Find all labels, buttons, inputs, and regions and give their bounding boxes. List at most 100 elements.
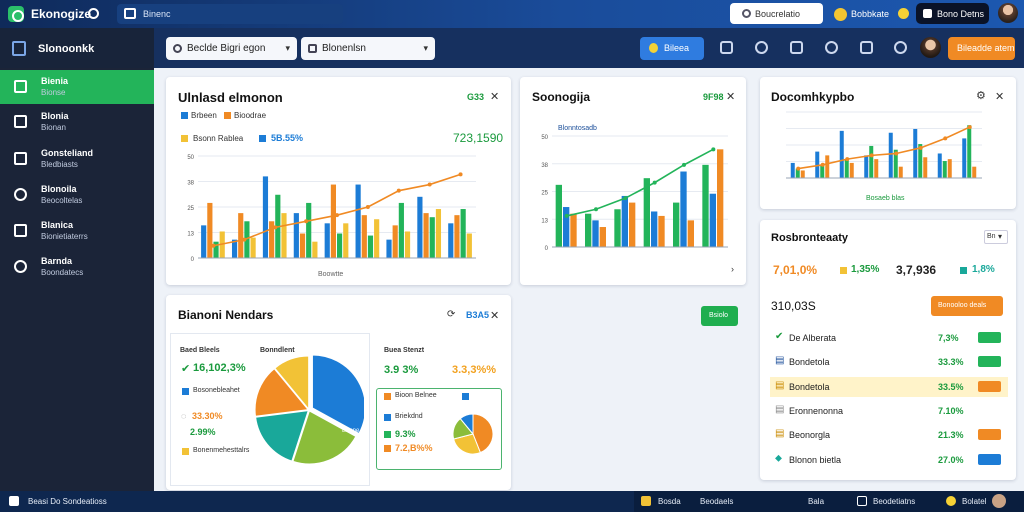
bulb-icon[interactable]	[946, 496, 956, 506]
save-icon[interactable]	[790, 41, 803, 54]
summary-row[interactable]: ⬥ Blonon bietla 27.0%	[770, 450, 1008, 470]
user-avatar[interactable]	[998, 3, 1018, 23]
chart-card-3-title: Docomhkypbo	[771, 90, 855, 104]
sidebar-item-2[interactable]: Blonia Bionan	[0, 105, 154, 139]
close-icon[interactable]: ✕	[995, 91, 1005, 103]
summary-row[interactable]: ▤ Bondetola 33.5%	[770, 376, 1008, 397]
bar	[312, 241, 318, 258]
pie-right-value-2: 3.3,3%%	[452, 364, 497, 376]
lock-icon[interactable]	[860, 41, 873, 54]
status-item-5[interactable]: Bolatel	[962, 497, 987, 506]
legend-swatch	[840, 267, 847, 274]
legend-swatch	[182, 448, 189, 455]
sidebar-item-4[interactable]: Blonoila Beocoltelas	[0, 178, 154, 212]
bar	[570, 213, 577, 247]
check-icon: ✔	[181, 363, 191, 375]
trend-point	[820, 162, 825, 167]
trend-point	[273, 225, 278, 230]
pie-slice	[254, 368, 310, 417]
users-icon[interactable]	[894, 41, 907, 54]
sidebar-item-3[interactable]: Gonsteliand Bledbiasts	[0, 142, 154, 176]
edit-icon[interactable]	[825, 41, 838, 54]
status-item-3[interactable]: Bala	[808, 497, 825, 506]
sidebar-item-subtitle: Bionse	[41, 88, 66, 97]
grid-icon[interactable]	[857, 496, 867, 506]
bar	[374, 219, 380, 258]
bar	[324, 223, 330, 258]
sidebar-item-title: Blonoila	[41, 184, 77, 194]
filter-select-1[interactable]: Beclde Bigri egon ▾	[166, 37, 297, 60]
add-item-button[interactable]	[948, 37, 1015, 60]
sidebar-item-dashboard[interactable]: Bienia Bionse	[0, 70, 154, 104]
summary-row[interactable]: ▤ Bondetola 33.3%	[770, 352, 1008, 372]
y-tick-label: 38	[541, 163, 548, 169]
sync-icon[interactable]	[88, 8, 99, 19]
summary-menu[interactable]: Bn ▾	[984, 230, 1008, 244]
summary-button[interactable]: Bonooloo deals	[931, 296, 1003, 316]
bar	[918, 144, 923, 178]
top-search-field[interactable]	[730, 3, 823, 24]
bar	[942, 161, 947, 178]
chart-card-2-title: Soonogija	[532, 90, 590, 104]
briefcase-icon[interactable]	[720, 41, 733, 54]
settings-icon[interactable]: ⚙	[976, 90, 986, 102]
trend-point	[211, 243, 216, 248]
pie-card-button[interactable]: Bsiolo	[701, 306, 738, 326]
legend-swatch	[259, 135, 266, 142]
primary-button[interactable]	[640, 37, 704, 60]
pie-right-value-4: 7.2,B%%	[395, 443, 433, 453]
bar	[466, 233, 472, 258]
dark-mode-button[interactable]	[916, 3, 989, 24]
status-item-1[interactable]: Bosda	[658, 497, 681, 506]
trend-point	[682, 162, 686, 167]
bar	[599, 227, 606, 247]
summary-row[interactable]: ▤ Eronnenonna 7.10%	[770, 401, 1008, 421]
gauge-icon[interactable]	[755, 41, 768, 54]
summary-row-percent: 21.3%	[938, 430, 964, 441]
app-title: Ekonogize	[31, 7, 92, 21]
document-icon: ▤	[775, 379, 785, 391]
bar	[361, 215, 367, 258]
chevron-right-icon[interactable]: ›	[731, 264, 734, 274]
pie-slice	[274, 355, 310, 411]
coin-icon[interactable]	[834, 8, 847, 21]
status-right-panel	[634, 491, 1024, 512]
y-tick-label: 50	[541, 135, 548, 141]
bar	[815, 151, 820, 178]
calendar-icon	[308, 44, 317, 53]
status-avatar[interactable]	[992, 494, 1006, 508]
bar	[651, 211, 658, 247]
bar	[839, 130, 844, 178]
bar	[658, 215, 665, 247]
toolbar-avatar[interactable]	[920, 37, 941, 58]
status-item-2[interactable]: Beodaels	[700, 497, 734, 506]
close-icon[interactable]: ✕	[490, 91, 500, 103]
sidebar-item-6[interactable]: Barnda Boondatecs	[0, 250, 154, 284]
legend-swatch	[181, 112, 188, 119]
pie-left-value-1: 16,102,3%	[193, 362, 246, 374]
trend-point	[335, 213, 339, 218]
sidebar-item-title: Bienia	[41, 76, 69, 86]
summary-card-title: Rosbronteaaty	[771, 232, 849, 244]
status-item-4[interactable]: Beodetiatns	[873, 497, 916, 506]
bulb-icon[interactable]	[898, 8, 909, 19]
summary-row[interactable]: ▤ Beonorgla 21.3%	[770, 425, 1008, 445]
close-icon[interactable]: ✕	[726, 91, 736, 103]
sidebar-item-5[interactable]: Blanica Bionietiaterrs	[0, 214, 154, 248]
trend-point	[845, 157, 850, 162]
bar	[820, 164, 825, 178]
filter-select-2[interactable]: Blonenlsn ▾	[301, 37, 435, 60]
summary-row-percent: 7,3%	[938, 333, 959, 343]
top-tab[interactable]	[117, 4, 343, 24]
primary-button-label: Bileea	[664, 43, 690, 53]
sidebar-item-title: Barnda	[41, 256, 73, 266]
folder-icon[interactable]	[641, 496, 651, 506]
summary-row[interactable]: ✔ De Alberata 7,3%	[770, 328, 1008, 348]
close-icon[interactable]: ✕	[490, 310, 500, 322]
refresh-icon[interactable]: ⟳	[447, 309, 456, 320]
sidebar-item-title: Blanica	[41, 220, 74, 230]
coin-label[interactable]: Bobbkate	[851, 9, 890, 19]
bar	[717, 149, 724, 247]
brand-icon	[12, 41, 26, 56]
filter-select-2-value: Blonenlsn	[322, 43, 366, 54]
